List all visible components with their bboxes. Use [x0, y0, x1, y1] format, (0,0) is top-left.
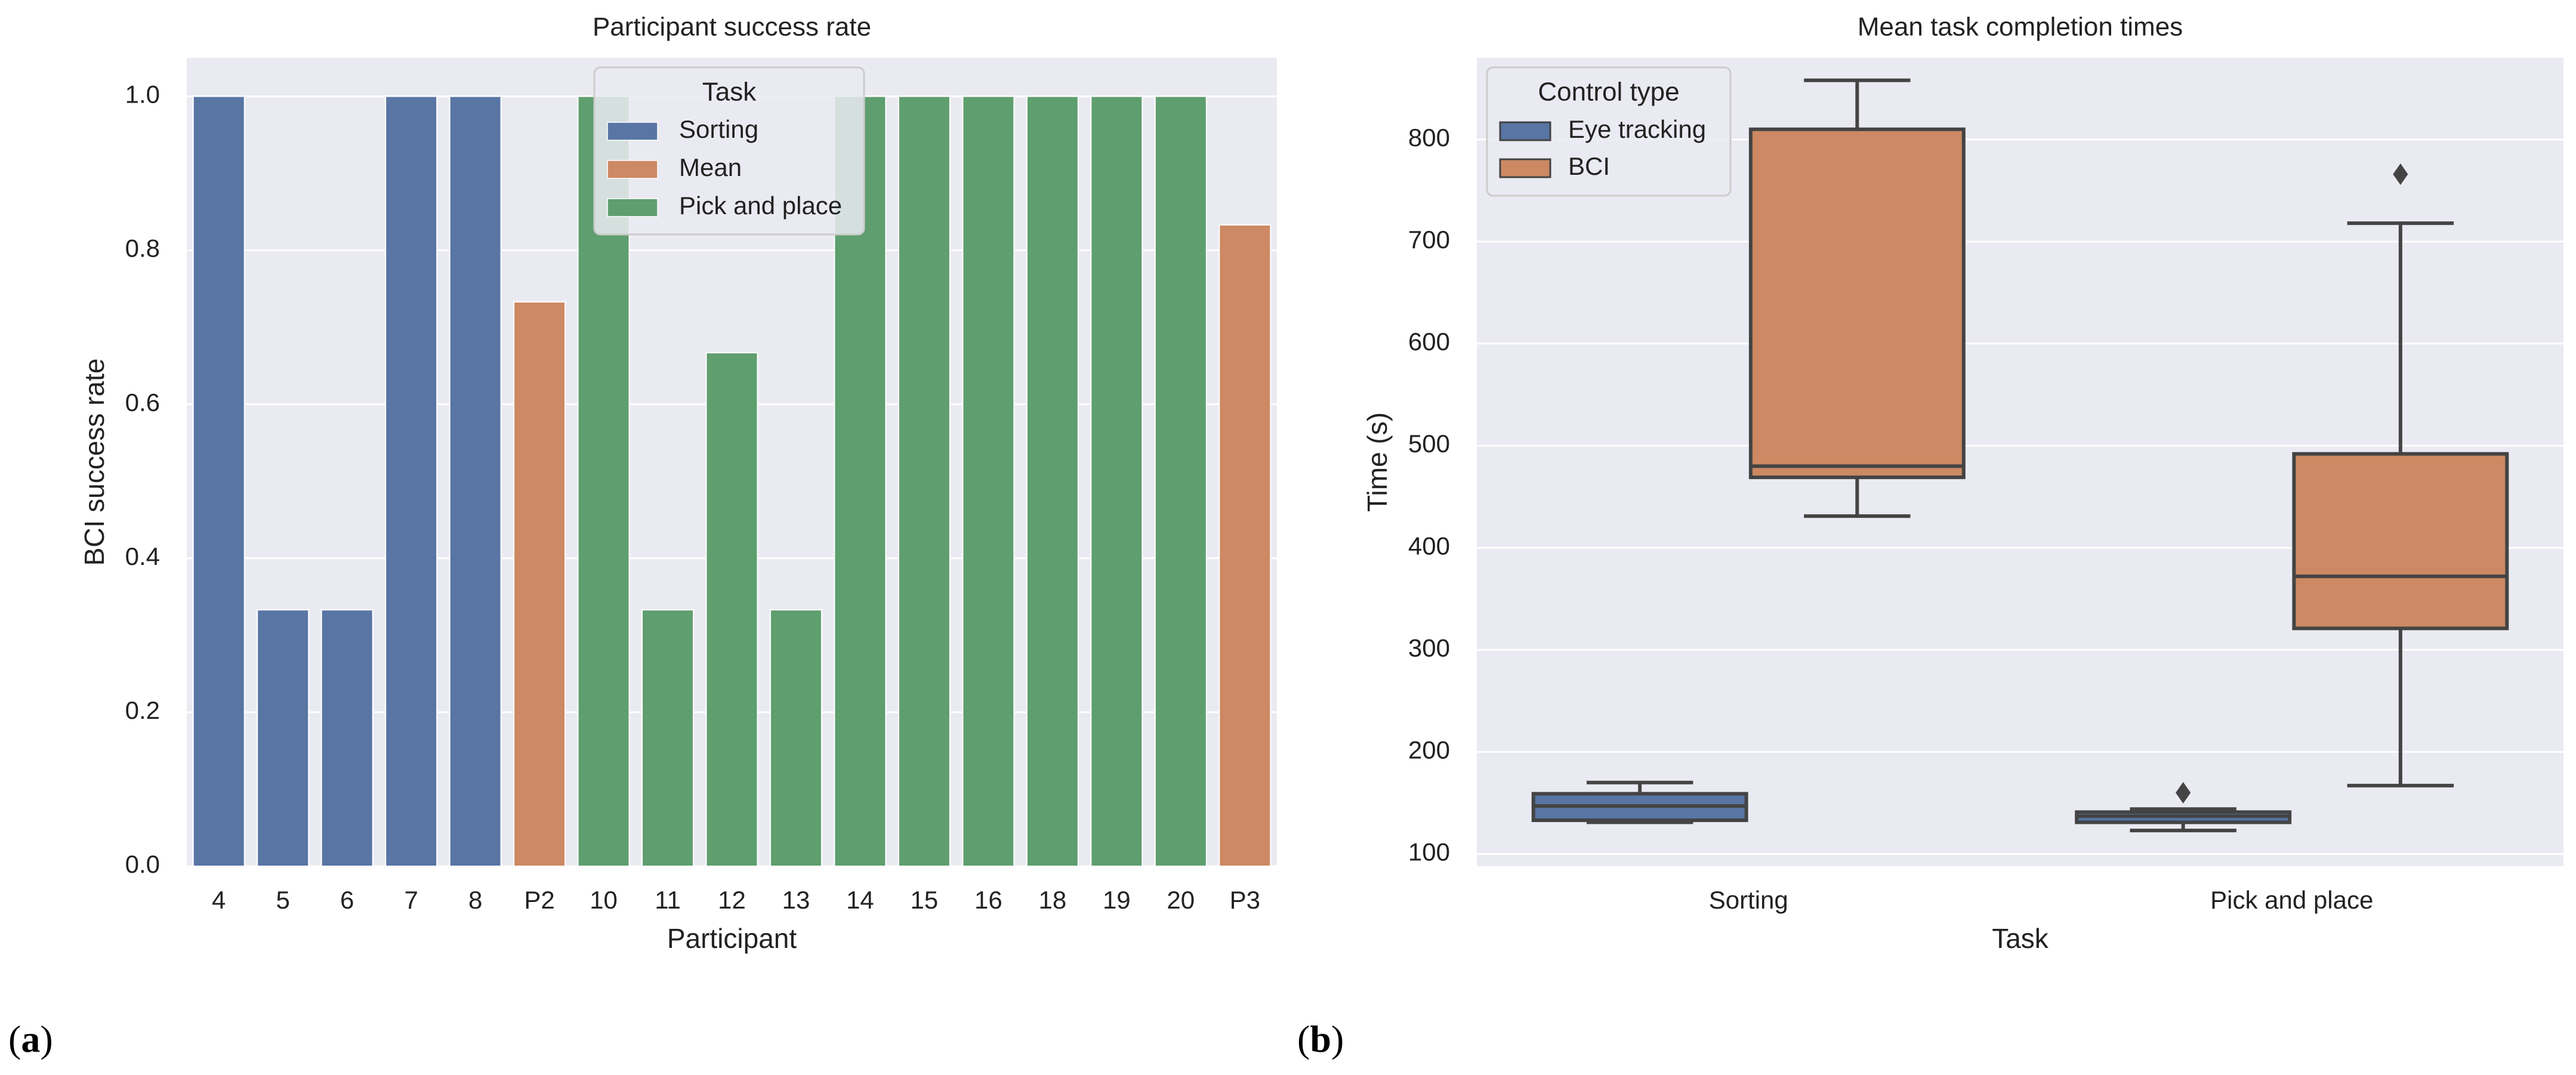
x-axis-label: Participant [667, 923, 797, 954]
x-tick-label: 6 [340, 886, 354, 914]
y-tick-label: 1.0 [125, 81, 160, 109]
chart-title: Mean task completion times [1858, 13, 2183, 42]
bar [449, 95, 502, 867]
x-tick-label: 11 [655, 886, 681, 914]
y-axis-label: BCI success rate [79, 359, 110, 566]
legend-label: BCI [1568, 152, 1610, 180]
y-tick-label: 200 [1408, 736, 1450, 764]
bar [513, 301, 566, 867]
y-tick-label: 500 [1408, 430, 1450, 458]
y-tick-label: 600 [1408, 328, 1450, 356]
x-tick-label: 12 [718, 886, 746, 914]
chart-title: Participant success rate [593, 13, 871, 42]
y-tick-label: 300 [1408, 634, 1450, 662]
x-tick-label: 5 [276, 886, 290, 914]
x-tick-label: 16 [974, 886, 1002, 914]
bar [1090, 95, 1143, 867]
bar [1154, 95, 1207, 867]
legend-box [593, 66, 865, 236]
bar [705, 352, 758, 867]
x-tick-label: 14 [846, 886, 874, 914]
x-tick-label: P2 [524, 886, 554, 914]
bar [769, 609, 822, 867]
x-tick-label: 13 [782, 886, 810, 914]
legend-swatch [1499, 121, 1551, 141]
bar [1026, 95, 1079, 867]
box-outlier [2393, 163, 2408, 186]
legend-swatch [1499, 158, 1551, 178]
y-tick-label: 400 [1408, 532, 1450, 560]
y-tick-label: 800 [1408, 123, 1450, 152]
legend-label: Mean [679, 153, 742, 181]
legend-swatch [607, 160, 658, 179]
y-tick-label: 100 [1408, 838, 1450, 866]
x-tick-label: 4 [212, 886, 226, 914]
legend-swatch [607, 122, 658, 141]
chart-completion-times: 100 200 300 400 500 600 700 800 Sorting Pick and … [1362, 13, 2563, 954]
x-tick-label: Sorting [1709, 886, 1788, 914]
y-tick-label: 0.8 [125, 234, 160, 262]
y-tick-label: 0.4 [125, 542, 160, 570]
legend-swatch [607, 198, 658, 217]
legend-label: Eye tracking [1568, 115, 1706, 143]
bar [320, 609, 374, 867]
bar [257, 609, 310, 867]
bar [1218, 224, 1272, 867]
box-body [1748, 127, 1966, 480]
panel-label-a: (a) [8, 1018, 53, 1060]
y-tick-label: 700 [1408, 225, 1450, 254]
legend-title: Task [702, 78, 757, 107]
y-tick-label: 0.0 [125, 850, 160, 878]
bar [641, 609, 695, 867]
bar [962, 95, 1015, 867]
box-body [2292, 452, 2509, 631]
bar [385, 95, 438, 867]
legend-label: Sorting [679, 115, 758, 143]
y-tick-label: 0.6 [125, 388, 160, 416]
x-tick-label: 19 [1103, 886, 1131, 914]
panel-label-b: (b) [1297, 1018, 1344, 1060]
x-tick-label: Pick and place [2210, 886, 2373, 914]
y-axis-label: Time (s) [1362, 412, 1393, 512]
legend-label: Pick and place [679, 191, 842, 220]
x-tick-label: P3 [1230, 886, 1260, 914]
legend-title: Control type [1538, 78, 1679, 107]
x-tick-label: 15 [911, 886, 939, 914]
bar [192, 95, 245, 867]
x-tick-label: 10 [590, 886, 618, 914]
x-tick-label: 7 [404, 886, 418, 914]
box-outlier [2176, 781, 2191, 804]
x-axis-label: Task [1992, 923, 2049, 954]
y-tick-label: 0.2 [125, 696, 160, 724]
x-tick-label: 18 [1038, 886, 1066, 914]
x-tick-label: 20 [1167, 886, 1195, 914]
x-tick-label: 8 [468, 886, 482, 914]
bar [897, 95, 951, 867]
chart-success-rate: 0.0 0.2 0.4 0.6 0.8 1.0 4 5 6 7 8 P2 10 11 12 13 14 15 16 1… [79, 13, 1277, 954]
